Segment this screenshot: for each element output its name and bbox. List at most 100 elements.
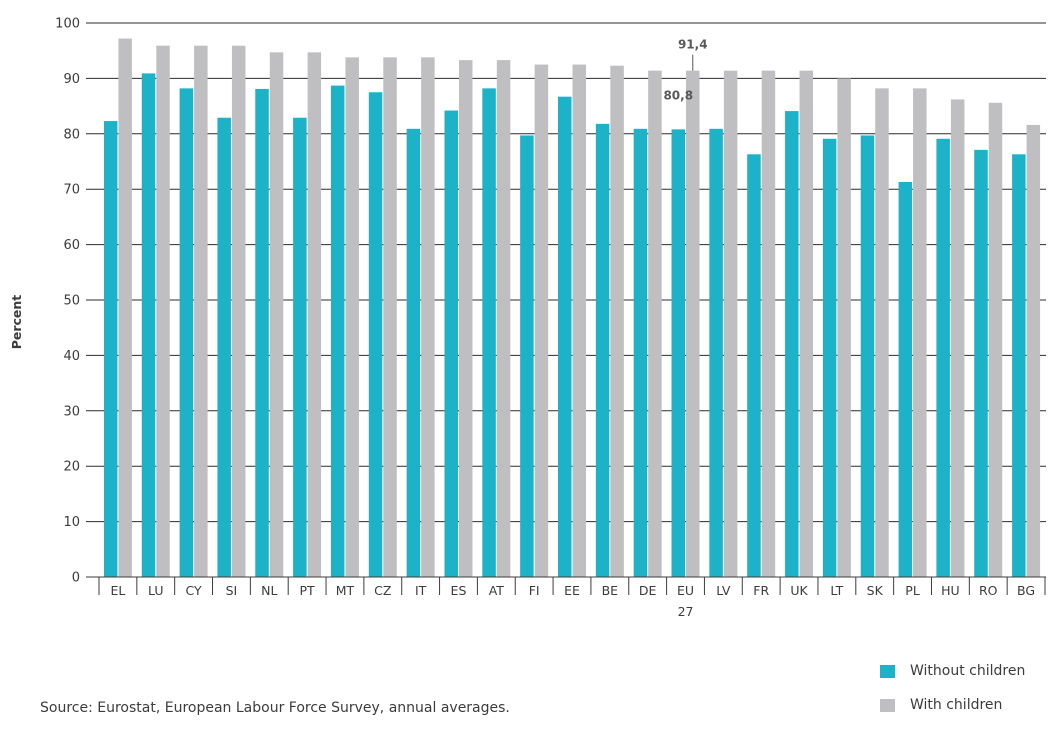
bar-without-children bbox=[860, 135, 875, 577]
y-tick-label: 0 bbox=[72, 571, 80, 586]
bar-with-children bbox=[875, 88, 889, 577]
bar-without-children bbox=[368, 92, 383, 577]
bar-without-children bbox=[747, 154, 761, 577]
y-tick-label: 50 bbox=[63, 294, 80, 309]
bar-with-children bbox=[950, 99, 965, 578]
bar-without-children bbox=[179, 88, 194, 577]
x-category-label: FR bbox=[753, 583, 769, 598]
y-tick-label: 90 bbox=[63, 72, 80, 87]
x-category-label: MT bbox=[336, 583, 355, 598]
x-category-label: EL bbox=[110, 583, 125, 598]
bar-without-children bbox=[558, 96, 572, 577]
bar-with-children bbox=[610, 65, 624, 578]
bar-with-children bbox=[1026, 124, 1041, 577]
y-tick-label: 60 bbox=[63, 238, 80, 253]
x-category-label: RO bbox=[979, 583, 998, 598]
y-tick-label: 70 bbox=[63, 183, 80, 198]
bar-with-children bbox=[761, 70, 776, 578]
bar-without-children bbox=[633, 128, 648, 577]
bar-with-children bbox=[421, 57, 435, 577]
bar-with-children bbox=[458, 60, 473, 578]
bar-with-children bbox=[307, 52, 322, 577]
bar-without-children bbox=[974, 149, 988, 577]
x-category-label: PT bbox=[300, 583, 316, 598]
x-category-label: IT bbox=[415, 583, 427, 598]
x-category-label: DE bbox=[639, 583, 657, 598]
bar-with-children bbox=[118, 38, 132, 577]
x-category-label: SI bbox=[226, 583, 238, 598]
x-category-label: EE bbox=[564, 583, 580, 598]
bar-with-children bbox=[496, 60, 511, 578]
bar-without-children bbox=[330, 85, 345, 578]
x-category-label: AT bbox=[489, 583, 505, 598]
x-category-label: LT bbox=[830, 583, 843, 598]
bar-with-children bbox=[572, 64, 586, 578]
x-category-label: HU bbox=[941, 583, 960, 598]
x-category-label: ES bbox=[451, 583, 467, 598]
bar-with-children bbox=[799, 70, 814, 578]
legend-swatch-without-children bbox=[880, 664, 895, 678]
legend: Without children With children bbox=[880, 662, 1025, 730]
bar-without-children bbox=[898, 181, 913, 578]
bar-without-children bbox=[1012, 154, 1026, 577]
annotation-label: 91,4 bbox=[678, 38, 708, 52]
bar-without-children bbox=[255, 88, 269, 578]
bar-without-children bbox=[444, 110, 458, 578]
bar-without-children bbox=[293, 117, 307, 577]
bar-without-children bbox=[936, 138, 950, 577]
x-category-label: SK bbox=[867, 583, 884, 598]
x-category-label: LV bbox=[716, 583, 731, 598]
bar-with-children bbox=[231, 45, 246, 578]
x-category-label: CZ bbox=[374, 583, 391, 598]
bar-with-children bbox=[383, 57, 397, 577]
bar-without-children bbox=[406, 128, 421, 577]
bar-with-children bbox=[686, 70, 700, 578]
bars bbox=[103, 38, 1041, 578]
bar-without-children bbox=[709, 128, 723, 577]
x-category-label: CY bbox=[186, 583, 203, 598]
bar-without-children bbox=[217, 117, 231, 577]
bar-without-children bbox=[595, 123, 610, 577]
y-tick-label: 100 bbox=[55, 17, 80, 32]
legend-item-with-children: With children bbox=[880, 696, 1025, 714]
x-category-label: PL bbox=[905, 583, 920, 598]
bar-with-children bbox=[723, 70, 738, 578]
bar-without-children bbox=[520, 135, 534, 577]
y-axis-label: Percent bbox=[9, 295, 24, 350]
bar-without-children bbox=[103, 121, 118, 578]
bar-with-children bbox=[345, 57, 359, 577]
x-category-label: UK bbox=[790, 583, 808, 598]
bar-with-children bbox=[988, 102, 1003, 577]
x-category-label: LU bbox=[148, 583, 164, 598]
source-note: Source: Eurostat, European Labour Force … bbox=[40, 700, 510, 716]
y-tick-label: 20 bbox=[63, 460, 80, 475]
bar-with-children bbox=[156, 45, 170, 578]
bar-with-children bbox=[269, 52, 284, 577]
annotations: 91,4 80,8 bbox=[663, 38, 707, 103]
bar-without-children bbox=[141, 73, 156, 577]
annotation-label: 80,8 bbox=[663, 88, 693, 102]
bar-with-children bbox=[648, 70, 662, 578]
bar-without-children bbox=[822, 138, 837, 577]
y-tick-label: 10 bbox=[63, 515, 80, 530]
x-category-label: FI bbox=[529, 583, 540, 598]
x-category-label: BG bbox=[1017, 583, 1035, 598]
bar-with-children bbox=[913, 88, 927, 577]
y-tick-label: 30 bbox=[63, 404, 80, 419]
x-axis: EL LU CY SI NL PT MT CZ IT ES AT FI EE BE DE EU 27 LV FR UK… bbox=[98, 576, 1046, 619]
x-category-label: NL bbox=[261, 583, 277, 598]
y-tick-label: 40 bbox=[63, 349, 80, 364]
bar-with-children bbox=[534, 64, 549, 578]
y-axis-ticks: 0 10 20 30 40 50 60 70 80 90 100 bbox=[55, 17, 80, 586]
x-category-label: BE bbox=[602, 583, 619, 598]
legend-label-without-children: Without children bbox=[910, 663, 1026, 679]
bar-without-children bbox=[482, 88, 496, 577]
legend-label-with-children: With children bbox=[910, 697, 1003, 713]
bar-without-children bbox=[671, 129, 686, 578]
bar-without-children bbox=[785, 111, 799, 577]
legend-swatch-with-children bbox=[880, 698, 895, 712]
x-category-label: EU 27 bbox=[677, 583, 694, 619]
bar-with-children bbox=[194, 45, 208, 578]
legend-item-without-children: Without children bbox=[880, 662, 1025, 680]
